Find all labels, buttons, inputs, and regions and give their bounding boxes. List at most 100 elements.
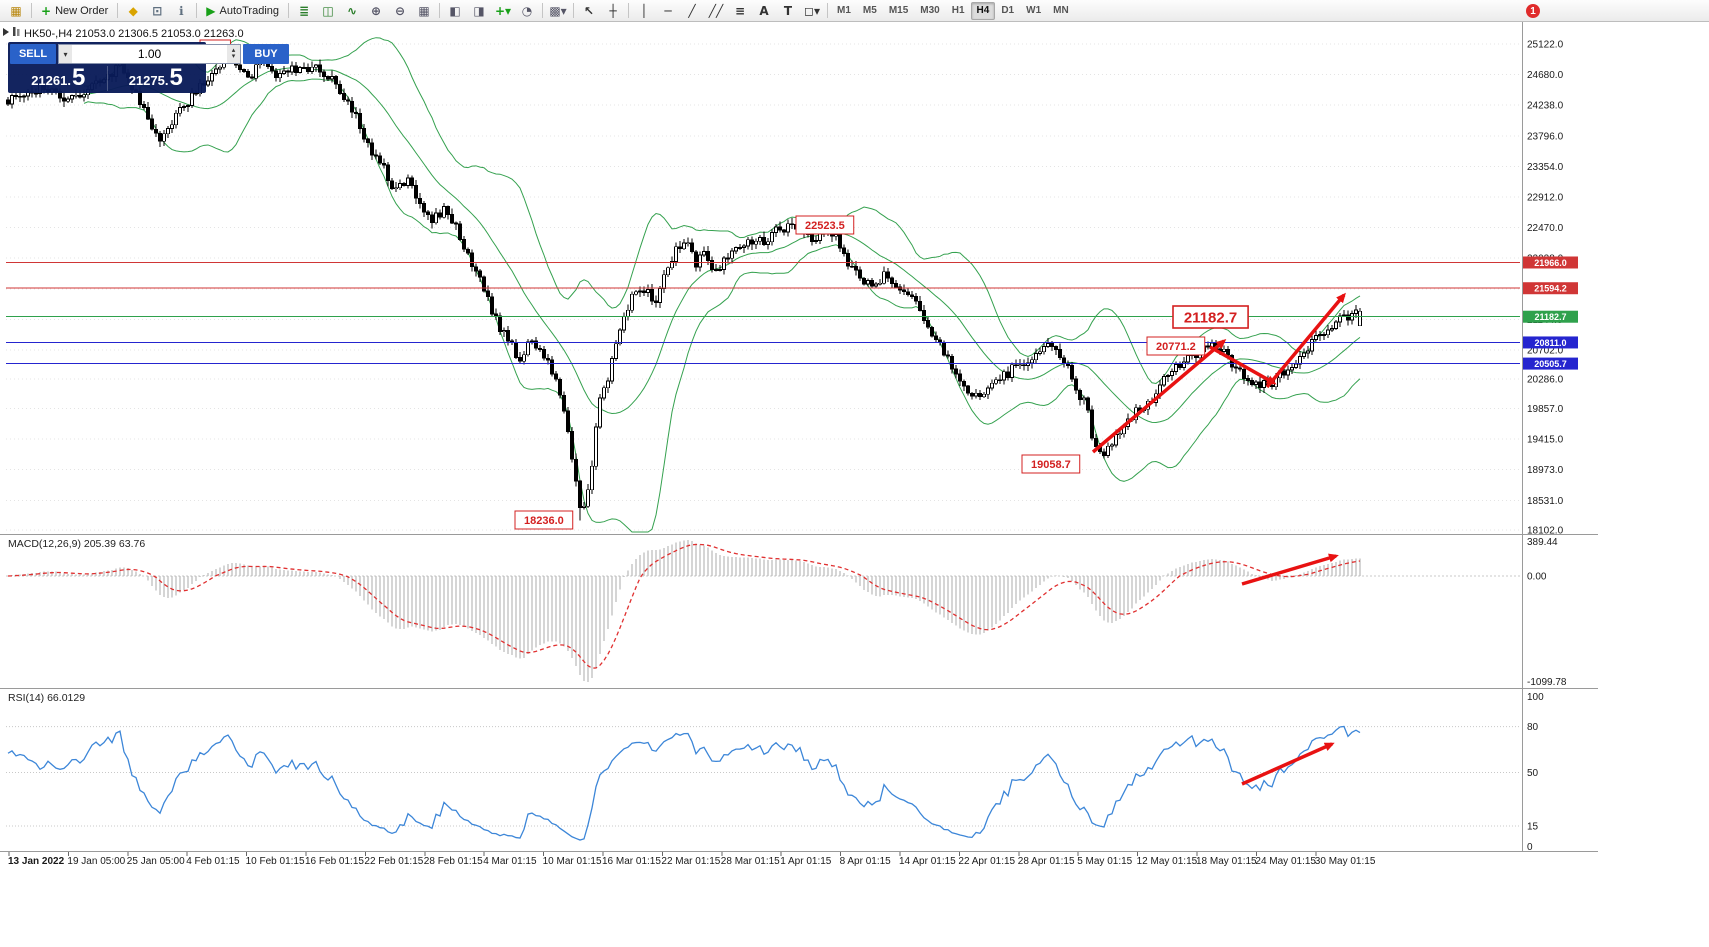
candle [542,349,546,359]
timeframe-h4[interactable]: H4 [970,1,996,20]
timeframe-m1[interactable]: M1 [837,5,851,16]
candle [1234,366,1238,369]
trendline-icon[interactable]: ╱ [680,2,704,20]
candle [790,223,794,226]
volume-input[interactable] [72,45,227,63]
macd-signal-line[interactable] [7,543,1361,669]
candle [1010,364,1014,378]
add-indicator-icon[interactable]: +▾ [491,2,515,20]
about-icon[interactable]: ℹ [169,2,193,20]
candle [934,335,938,341]
arrange-windows-icon[interactable]: ◧ [443,2,467,20]
candle [442,206,446,218]
shapes-icon[interactable]: ◻▾ [800,2,824,20]
templates-icon[interactable]: ▩▾ [546,2,570,20]
candle [402,182,406,186]
candle [1018,364,1022,367]
time-axis-label: 8 Apr 01:15 [840,856,892,867]
timeframe-m5[interactable]: M5 [862,5,877,16]
sell-button[interactable]: SELL [10,44,56,64]
notification-badge[interactable]: 1 [1526,4,1540,18]
tile-windows-icon[interactable]: ▦ [412,2,436,20]
price-tick-label: 22912.0 [1527,193,1564,204]
vertical-line-icon[interactable]: │ [632,2,656,20]
text-label-icon[interactable]: T [776,2,800,20]
bollinger-upper-band[interactable] [83,37,1361,384]
line-chart-icon[interactable]: ∿ [340,2,364,20]
buy-button[interactable]: BUY [243,44,289,64]
cursor-icon[interactable]: ↖ [577,2,601,20]
zoom-out-icon[interactable]: ⊖ [388,2,412,20]
buy-price[interactable]: 21275. 5 [106,66,205,91]
candle [722,257,726,270]
price-tag-21594.2: 21594.2 [1523,282,1578,295]
candle [1058,349,1062,359]
candle [1334,321,1338,329]
text-icon[interactable]: A [752,2,776,20]
price-callout[interactable]: 18236.0 [514,510,574,530]
candle [674,246,678,262]
price-callout[interactable]: 21182.7 [1172,305,1249,329]
bar-chart-icon[interactable]: ≣ [292,2,316,20]
volume-stepper[interactable]: ▴ ▾ [227,45,240,63]
timeframe-mn[interactable]: MN [1053,5,1069,16]
candle [294,65,298,73]
metaeditor-icon: ◆ [128,3,138,18]
toolbar-separator [117,3,119,18]
time-axis[interactable]: 13 Jan 2022 19 Jan 05:00 25 Jan 05:00 4 Feb… [8,852,1376,867]
print-icon[interactable]: ⊡ [145,2,169,20]
new-order-button[interactable]: + New Order [35,2,114,20]
buy-price-prefix: 21275. [128,73,169,88]
time-axis-label: 12 May 01:15 [1137,856,1198,867]
candle [918,300,922,311]
candle [842,247,846,254]
autotrading-button[interactable]: ▶ AutoTrading [200,2,285,20]
stepper-down-icon[interactable]: ▾ [231,53,236,60]
candle [1330,328,1334,331]
toolbar-separator [196,3,198,18]
trend-arrow[interactable] [1209,345,1277,385]
horizontal-line-icon[interactable]: ─ [656,2,680,20]
candlestick-chart-icon[interactable]: ◫ [316,2,340,20]
candle [242,69,246,72]
volume-dropdown-icon[interactable]: ▾ [59,45,72,63]
symbol-marker-icon[interactable] [3,28,9,36]
timeframe-h1[interactable]: H1 [951,5,965,16]
bollinger-lower-band[interactable] [83,78,1361,533]
candle [522,354,526,362]
timeframe-m15[interactable]: M15 [888,5,909,16]
trend-arrow[interactable] [1241,553,1339,586]
crosshair-icon[interactable]: ┼ [601,2,625,20]
candle [478,270,482,278]
candle [410,177,414,187]
cascade-windows-icon[interactable]: ◨ [467,2,491,20]
rsi-line[interactable] [7,725,1361,841]
zoom-in-icon[interactable]: ⊕ [364,2,388,20]
candle [630,293,634,311]
timeframe-d1[interactable]: D1 [1001,5,1015,16]
stepper-up-icon[interactable]: ▴ [231,47,236,54]
rsi-axis-label: 80 [1527,722,1539,733]
timeframe-m30[interactable]: M30 [920,5,940,16]
macd-axis-label: 389.44 [1527,537,1558,548]
channel-icon[interactable]: ╱╱ [704,2,728,20]
candle [1298,356,1302,365]
price-callout[interactable]: 20771.2 [1146,336,1206,356]
price-callout[interactable]: 19058.7 [1021,454,1081,474]
sell-price[interactable]: 21261. 5 [10,66,107,91]
charts-window-icon[interactable]: ▦ [4,2,28,20]
chart-background [0,22,1709,947]
toolbar-separator [827,3,829,18]
trend-arrow[interactable] [1091,339,1227,454]
price-callout[interactable]: 22523.5 [795,215,855,235]
candle [1242,368,1246,379]
candle [850,265,854,268]
trend-arrow[interactable] [1265,292,1346,389]
fibonacci-icon[interactable]: ≡ [728,2,752,20]
trend-arrow[interactable] [1241,742,1335,786]
metaeditor-icon[interactable]: ◆ [121,2,145,20]
toolbar-separator [288,3,290,18]
timeframe-w1[interactable]: W1 [1026,5,1042,16]
periods-icon[interactable]: ◔ [515,2,539,20]
candle [582,505,586,508]
